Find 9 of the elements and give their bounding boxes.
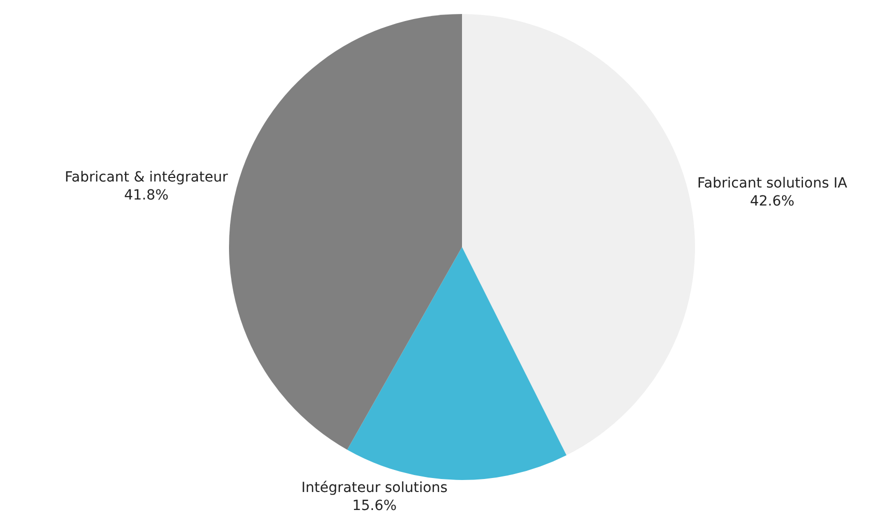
pie-slice	[462, 14, 695, 456]
data-label: 42.6%	[750, 194, 794, 210]
slice-label: Fabricant & intégrateur	[64, 169, 228, 186]
slice-label: Fabricant solutions IA	[697, 175, 848, 192]
pie-slice	[347, 247, 566, 480]
data-label: 41.8%	[124, 188, 169, 204]
data-label: 15.6%	[352, 498, 397, 514]
slice-label: Intégrateur solutions	[301, 480, 448, 496]
pie-slice	[229, 14, 462, 450]
